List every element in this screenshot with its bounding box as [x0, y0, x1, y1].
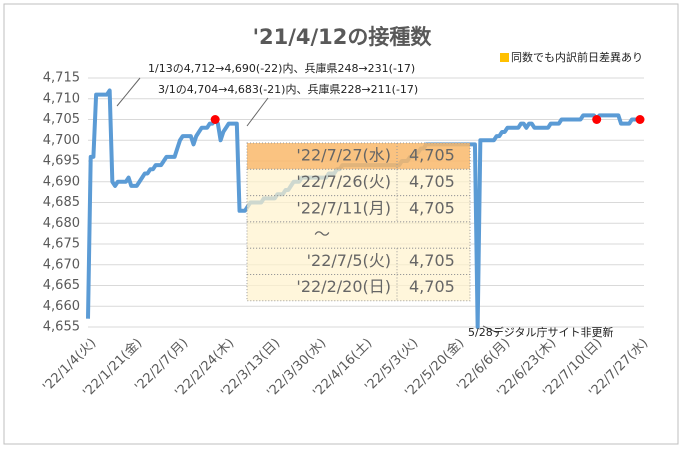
table-row: [246, 247, 471, 275]
highlight-point: [635, 115, 645, 124]
y-tick-label: 4,695: [43, 154, 80, 169]
y-tick-label: 4,670: [43, 257, 80, 272]
table-row: [246, 221, 471, 249]
table-cell: '22/7/11(月): [296, 198, 391, 217]
table-row: [246, 195, 471, 223]
table-cell: '22/2/20(日): [296, 277, 391, 296]
y-tick-label: 4,715: [43, 71, 80, 86]
leader-line: [246, 97, 269, 127]
table-cell: 4,705: [409, 251, 455, 270]
highlight-point: [592, 115, 602, 124]
y-tick-label: 4,690: [43, 174, 80, 189]
table-cell: 4,705: [409, 198, 455, 217]
annotation: 1/13の4,712→4,690(-22)内、兵庫県248→231(-17): [148, 61, 415, 75]
y-tick-label: 4,675: [43, 237, 80, 252]
y-tick-label: 4,685: [43, 195, 80, 210]
table-cell: '22/7/5(火): [307, 251, 391, 270]
overlay-table: '22/7/27(水) 4,705 '22/7/26(火) 4,705 '22/7/11…: [246, 142, 471, 302]
legend-swatch: [500, 53, 509, 62]
chart-title: '21/4/12の接種数: [253, 25, 433, 49]
leader-line: [482, 325, 499, 334]
legend-note: 同数でも内訳前日差異あり: [511, 50, 643, 64]
table-cell: ～: [314, 225, 330, 244]
y-tick-label: 4,655: [43, 320, 80, 335]
table-cell: 4,705: [409, 277, 455, 296]
annotation: 3/1の4,704→4,683(-21)内、兵庫県228→211(-17): [158, 82, 418, 96]
annotation: 5/28デジタル庁サイト非更新: [468, 325, 613, 339]
y-tick-label: 4,710: [43, 91, 80, 106]
table-cell: '22/7/26(火): [296, 172, 391, 191]
highlight-point: [210, 115, 220, 124]
table-cell: 4,705: [409, 146, 455, 165]
y-tick-label: 4,700: [43, 133, 80, 148]
y-tick-label: 4,705: [43, 112, 80, 127]
y-tick-label: 4,680: [43, 216, 80, 231]
y-tick-label: 4,660: [43, 299, 80, 314]
table-cell: 4,705: [409, 172, 455, 191]
leader-line: [116, 77, 141, 107]
y-tick-label: 4,665: [43, 278, 80, 293]
table-cell: '22/7/27(水): [296, 146, 391, 165]
table-row: [246, 274, 471, 302]
